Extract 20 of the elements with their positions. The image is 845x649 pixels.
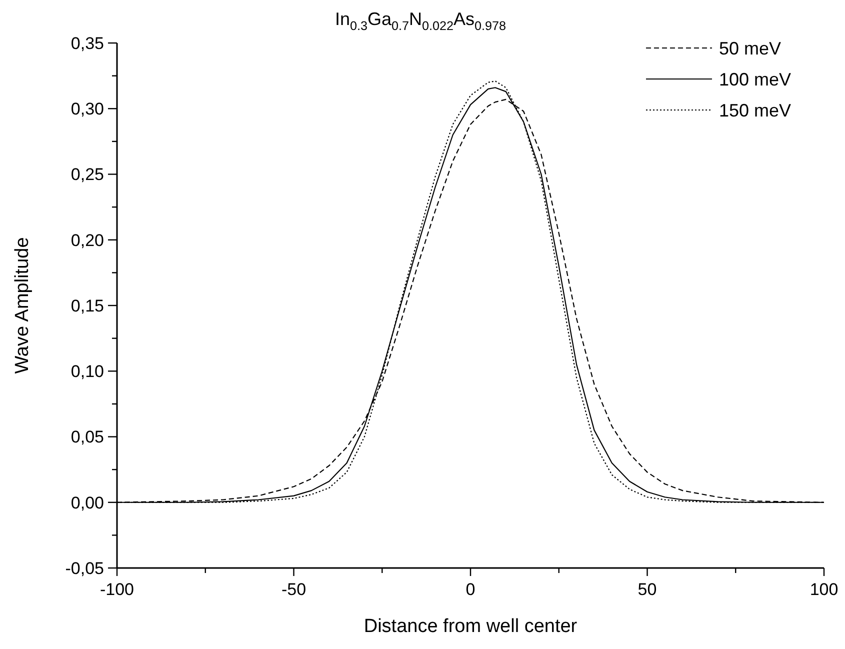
x-tick-label: -100 xyxy=(100,580,134,599)
x-tick-label: -50 xyxy=(281,580,306,599)
y-tick-label: 0,30 xyxy=(70,100,104,119)
y-tick-label: 0,20 xyxy=(70,230,104,250)
x-tick-label: 0 xyxy=(466,580,476,599)
y-tick-label: 0,10 xyxy=(70,362,104,382)
y-tick-label: 0,25 xyxy=(70,165,104,184)
chart-title: In$_{0.3}$Ga$_{0.7}$N$_{0.022}$As$_{0.978}$ xyxy=(334,9,506,33)
y-tick-label: -0,05 xyxy=(65,558,104,578)
x-tick-label: 50 xyxy=(638,580,657,599)
y-tick-label: 0,15 xyxy=(70,296,104,316)
x-axis-title: Distance from well center xyxy=(364,616,578,637)
x-tick-label: 100 xyxy=(810,580,838,599)
legend-label: 50 meV xyxy=(719,38,782,58)
y-tick-label: 0,35 xyxy=(70,34,104,53)
legend-label: 100 meV xyxy=(719,69,792,90)
y-tick-label: 0,05 xyxy=(70,428,104,447)
y-tick-label: 0,00 xyxy=(70,493,104,512)
y-axis-title: Wave Amplitude xyxy=(12,237,33,374)
legend-label: 150 meV xyxy=(719,100,792,120)
